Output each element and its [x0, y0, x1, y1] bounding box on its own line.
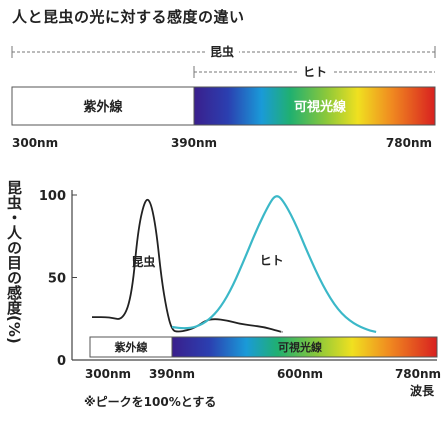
y-axis-title: 昆虫・人の目の感度(%) — [5, 180, 23, 344]
chart-uv-label: 紫外線 — [115, 340, 148, 354]
insect-range-label: 昆虫 — [210, 44, 234, 59]
y-tick-label: 0 — [57, 354, 66, 369]
y-tick-label: 50 — [48, 272, 66, 287]
footnote: ※ピークを100%とする — [84, 395, 216, 409]
insect-series-label: 昆虫 — [131, 254, 155, 269]
x-tick-label: 780nm — [395, 367, 441, 381]
chart-visible-band — [171, 336, 438, 358]
uv-label: 紫外線 — [83, 99, 123, 115]
chart-visible-label: 可視光線 — [278, 340, 322, 354]
human-series-label: ヒト — [260, 253, 284, 267]
visible-spectrum-band — [193, 86, 436, 126]
top-tick-390: 390nm — [171, 136, 217, 150]
y-axis-label: 昆虫・人の目の感度(%) — [5, 180, 23, 344]
range-indicator-insect: 昆虫 — [11, 42, 436, 60]
human-sensitivity-line — [171, 195, 377, 333]
x-tick-label: 600nm — [277, 367, 323, 381]
y-ticks: 0 50 100 — [39, 189, 77, 369]
top-tick-780: 780nm — [386, 136, 432, 150]
x-tick-label: 300nm — [85, 367, 131, 381]
top-tick-300: 300nm — [12, 136, 58, 150]
insect-sensitivity-line — [91, 198, 283, 333]
x-axis-label: 波長 — [410, 383, 435, 398]
x-ticks: 300nm 390nm 600nm 780nm — [85, 367, 441, 381]
series-group: 昆虫 ヒト — [91, 195, 377, 333]
visible-label: 可視光線 — [294, 99, 347, 115]
x-tick-label: 390nm — [149, 367, 195, 381]
range-indicator-human: ヒト — [193, 62, 435, 80]
human-range-label: ヒト — [303, 65, 327, 79]
page-title: 人と昆虫の光に対する感度の違い — [12, 8, 245, 26]
y-tick-label: 100 — [39, 189, 66, 204]
